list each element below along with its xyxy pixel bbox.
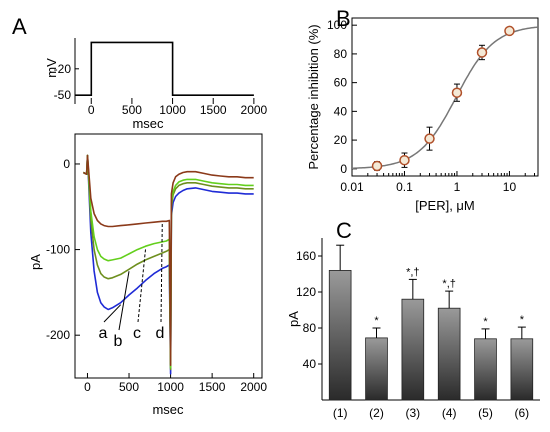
currents-frame <box>74 133 263 379</box>
current-trace-c <box>82 154 254 369</box>
currents-x-tick-label: 0 <box>84 380 91 394</box>
inhibition-y-tick-label: 20 <box>334 133 348 147</box>
bar-1 <box>328 269 352 401</box>
bar-6 <box>510 338 534 401</box>
current-traces-plot: pA msec 0 -100 -200 0 500 1000 1500 2000 a b c d <box>28 133 267 417</box>
bar-3 <box>401 298 425 401</box>
inhibition-frame <box>351 17 539 177</box>
currents-x-tick-label: 1000 <box>157 380 184 394</box>
inhibition-y-tick-label: 80 <box>334 47 348 61</box>
bar-significance-mark: * <box>520 314 525 326</box>
bar-category-label: (2) <box>369 406 384 420</box>
bar-category-label: (3) <box>405 406 420 420</box>
protocol-plot: mV msec -20 -50 0 500 1000 1500 2000 <box>44 38 268 131</box>
currents-x-tick-label: 500 <box>119 380 139 394</box>
currents-x-label: msec <box>152 402 184 417</box>
trace-label-b: b <box>114 333 123 350</box>
trace-label-arrow <box>118 271 130 331</box>
bar-significance-mark: * <box>374 315 379 327</box>
inhibition-y-tick-label: 100 <box>327 18 347 32</box>
currents-y-label: pA <box>28 254 43 270</box>
currents-y-tick-label: -100 <box>46 243 70 257</box>
bar-significance-mark: * <box>483 316 488 328</box>
panel-letter-b: B <box>336 6 351 31</box>
concentration-x-label: [PER], μM <box>415 198 475 213</box>
panel-letter-a: A <box>12 14 27 39</box>
protocol-y-label: mV <box>44 58 59 78</box>
bar-significance-mark: *,† <box>442 278 455 290</box>
trace-label-arrow <box>137 248 147 323</box>
bar-y-label: pA <box>286 311 301 327</box>
hill-fit-curve <box>352 26 539 169</box>
bar-y-tick-label: 80 <box>303 321 317 335</box>
inhibition-y-tick-label: 40 <box>334 104 348 118</box>
trace-label-arrow <box>103 304 122 323</box>
current-trace-a <box>82 154 254 375</box>
bar-y-tick-label: 120 <box>296 285 316 299</box>
trace-label-c: c <box>133 325 141 342</box>
bar-category-label: (6) <box>514 406 529 420</box>
bar-5 <box>474 338 497 401</box>
inhibition-y-tick-label: 60 <box>334 76 348 90</box>
bar-category-label: (4) <box>442 406 457 420</box>
protocol-x-tick-label: 500 <box>122 103 142 117</box>
protocol-y-tick-label: -50 <box>54 88 72 102</box>
bar-4 <box>437 307 461 401</box>
protocol-x-label: msec <box>132 116 164 131</box>
bar-y-tick-label: 160 <box>296 249 316 263</box>
inhibition-point <box>504 25 515 37</box>
trace-label-a: a <box>99 325 108 342</box>
protocol-x-tick-label: 1000 <box>159 103 186 117</box>
inhibition-point <box>424 133 435 144</box>
inhibition-y-tick-label: 0 <box>340 162 347 176</box>
currents-x-tick-label: 2000 <box>240 380 267 394</box>
bar-chart-plot: pA 40 80 120 160 (1) * (2) *,† (3) *,† (4) * (5) * (6) <box>286 238 540 420</box>
protocol-x-tick-label: 2000 <box>241 103 268 117</box>
inhibition-y-label: Percentage inhibition (%) <box>306 24 321 169</box>
inhibition-point <box>371 160 383 172</box>
bar-category-label: (5) <box>478 406 493 420</box>
inhibition-point <box>476 47 488 58</box>
inhibition-point <box>451 87 463 98</box>
protocol-trace <box>75 41 254 96</box>
current-trace-d <box>82 154 254 367</box>
inhibition-point <box>399 154 410 166</box>
protocol-y-tick-label: -20 <box>54 62 72 76</box>
bar-2 <box>365 337 388 401</box>
bar-category-label: (1) <box>333 406 348 420</box>
bar-y-tick-label: 40 <box>303 357 317 371</box>
bar-significance-mark: *,† <box>406 266 419 278</box>
concentration-response-plot: Percentage inhibition (%) [PER], μM 0 20 4… <box>306 17 539 213</box>
concentration-x-tick-label: 1 <box>454 180 461 194</box>
concentration-x-tick-label: 10 <box>503 180 517 194</box>
concentration-x-tick-label: 0.01 <box>340 180 364 194</box>
concentration-x-tick-label: 0.1 <box>396 180 413 194</box>
panel-letter-c: C <box>336 218 352 243</box>
currents-x-tick-label: 1500 <box>199 380 226 394</box>
currents-y-tick-label: 0 <box>63 157 70 171</box>
currents-y-tick-label: -200 <box>46 328 70 342</box>
protocol-x-tick-label: 0 <box>88 103 95 117</box>
trace-label-d: d <box>156 325 165 342</box>
current-trace-b <box>82 154 254 371</box>
trace-label-arrow <box>160 223 163 323</box>
protocol-x-tick-label: 1500 <box>200 103 227 117</box>
